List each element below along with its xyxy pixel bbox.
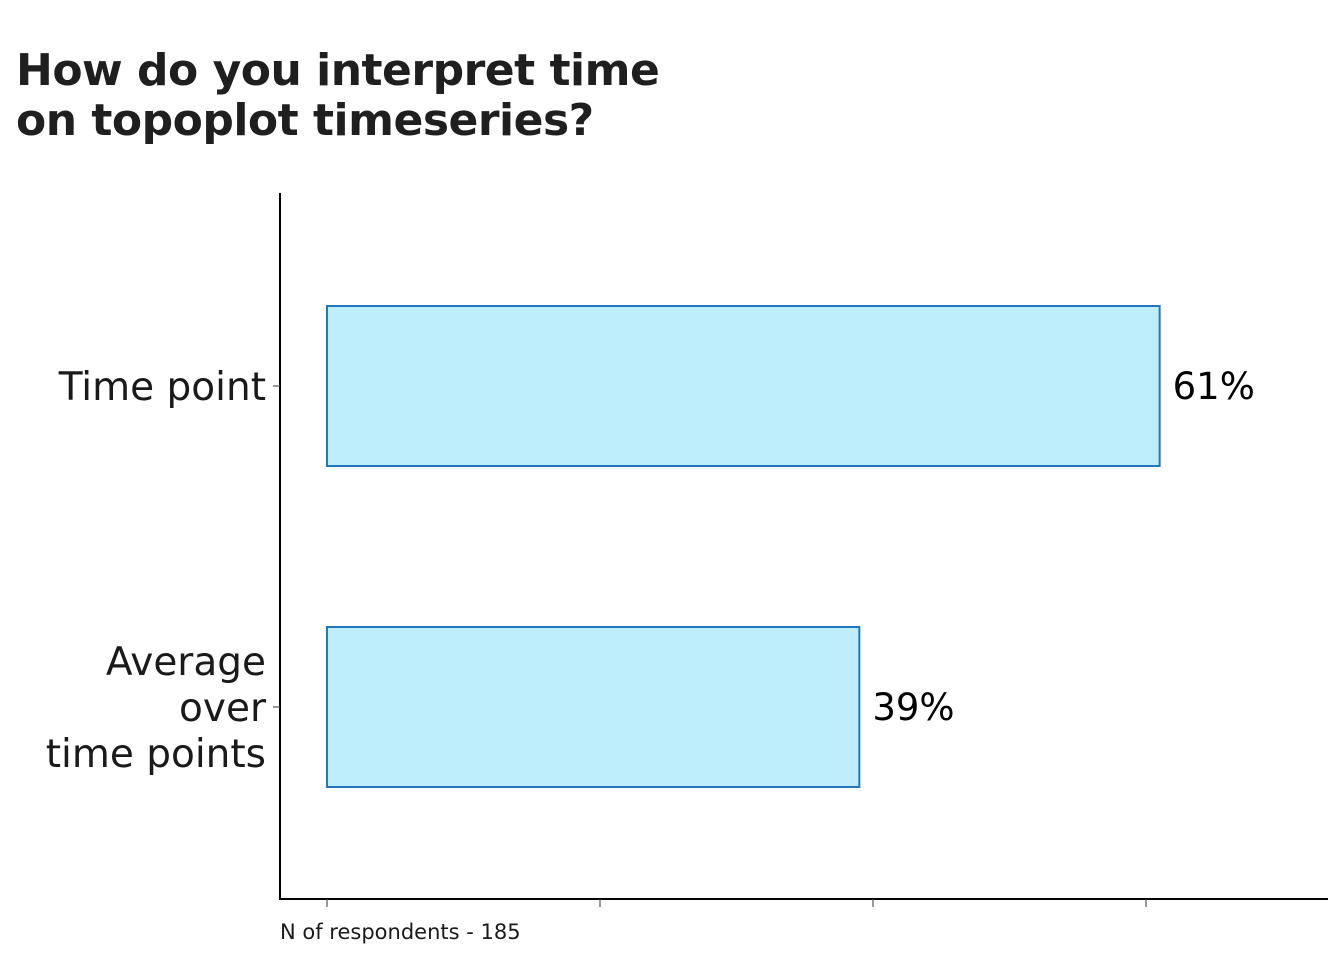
category-label-1: Average over time points	[46, 640, 267, 777]
chart-title-line-2: on topoplot timeseries?	[16, 95, 594, 146]
bars	[326, 305, 1161, 788]
value-label-1: 39%	[872, 686, 954, 729]
x-axis-ticks	[326, 899, 1147, 907]
respondents-note: N of respondents - 185	[280, 920, 521, 944]
chart-title: How do you interpret time on topoplot ti…	[16, 46, 716, 146]
value-labels: 61% 39%	[872, 365, 1255, 729]
value-label-0: 61%	[1173, 365, 1255, 408]
chart-title-line-1: How do you interpret time	[16, 45, 660, 96]
bar-1	[326, 626, 861, 788]
category-label-0: Time point	[58, 365, 266, 410]
bar-0	[326, 305, 1161, 467]
category-labels: Time point Average over time points	[46, 365, 280, 777]
